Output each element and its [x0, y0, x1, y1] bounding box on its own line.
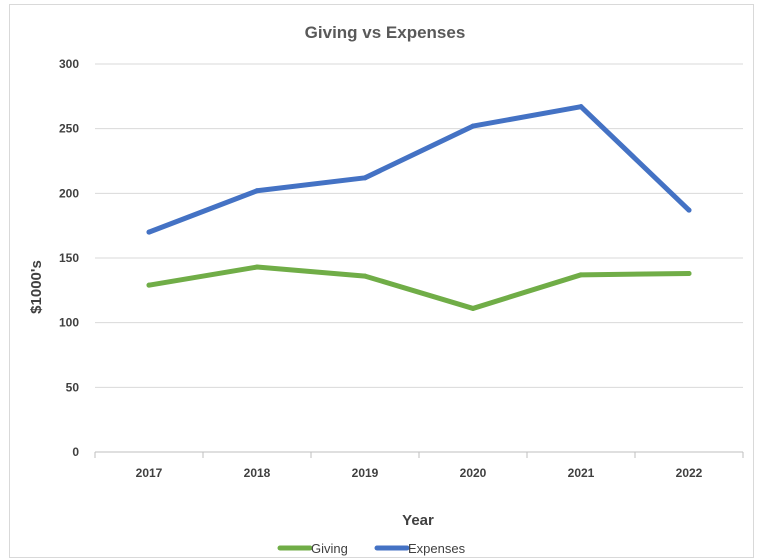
y-tick-label: 150 — [59, 251, 79, 265]
y-tick-label: 250 — [59, 122, 79, 136]
legend-label-expenses: Expenses — [408, 541, 466, 556]
y-tick-label: 50 — [66, 380, 80, 394]
gridlines — [95, 63, 743, 388]
data-point-giving — [578, 272, 584, 278]
data-point-expenses — [146, 229, 152, 235]
x-tick-label: 2022 — [676, 466, 703, 480]
x-axis-label: Year — [402, 512, 434, 529]
series-line-giving — [146, 264, 692, 311]
x-tick-label: 2018 — [244, 466, 271, 480]
data-point-expenses — [470, 123, 476, 129]
data-point-giving — [686, 271, 692, 277]
y-tick-label: 0 — [72, 445, 79, 459]
y-axis-label: $1000's — [28, 260, 45, 314]
x-tick-label: 2020 — [460, 466, 487, 480]
y-axis-ticks: 0 50 100 150 200 250 300 — [59, 57, 79, 459]
data-point-giving — [362, 273, 368, 279]
data-point-giving — [470, 305, 476, 311]
x-tick-label: 2017 — [136, 466, 163, 480]
series-lines — [146, 104, 692, 311]
x-axis: 2017 2018 2019 2020 2021 2022 — [94, 451, 744, 480]
x-tick-label: 2019 — [352, 466, 379, 480]
data-point-expenses — [578, 104, 584, 110]
data-point-expenses — [686, 207, 692, 213]
y-tick-label: 200 — [59, 186, 79, 200]
data-point-giving — [146, 282, 152, 288]
legend: Giving Expenses — [277, 541, 466, 556]
legend-label-giving: Giving — [311, 541, 348, 556]
series-line-expenses — [146, 104, 692, 235]
y-tick-label: 300 — [59, 57, 79, 71]
data-point-expenses — [362, 175, 368, 181]
chart-title: Giving vs Expenses — [305, 23, 466, 42]
y-tick-label: 100 — [59, 316, 79, 330]
x-tick-label: 2021 — [568, 466, 595, 480]
data-point-expenses — [254, 188, 260, 194]
data-point-giving — [254, 264, 260, 270]
